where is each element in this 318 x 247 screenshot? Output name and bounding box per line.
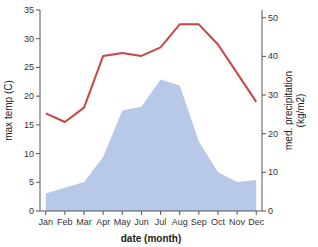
y2-tick-label: 30 (268, 90, 278, 100)
y-axis-label: max temp (C) (3, 80, 14, 141)
x-tick-label: Jun (134, 217, 149, 227)
y-tick (36, 124, 40, 125)
y2-tick (262, 133, 266, 134)
y-tick (36, 182, 40, 183)
plot-area (46, 24, 257, 211)
y2-tick-label: 50 (268, 13, 278, 23)
y2-tick (262, 211, 266, 212)
x-axis-line (40, 211, 262, 212)
x-tick (217, 211, 218, 215)
x-tick (141, 211, 142, 215)
x-tick-label: Feb (57, 217, 73, 227)
y-tick-label: 5 (29, 177, 34, 187)
y2-axis-label-line: (kg/m2) (295, 94, 306, 128)
y-tick (36, 67, 40, 68)
y-tick-label: 30 (24, 34, 34, 44)
y-tick-label: 0 (29, 206, 34, 216)
y-tick-label: 35 (24, 5, 34, 15)
x-axis-label: date (month) (121, 233, 182, 244)
chart: 0 5 10 15 20 25 30 35 0 10 20 30 40 50 Jan FebMar Apr May… (0, 0, 318, 247)
y-tick-label: 10 (24, 149, 34, 159)
x-tick (84, 211, 85, 215)
precipitation-area (46, 80, 257, 211)
x-tick-label: May (114, 217, 132, 227)
x-tick (198, 211, 199, 215)
y2-tick (262, 95, 266, 96)
y2-tick-label: 0 (268, 206, 273, 216)
y2-tick (262, 172, 266, 173)
x-tick (179, 211, 180, 215)
x-tick-label: Nov (229, 217, 246, 227)
y2-tick-label: 40 (268, 51, 278, 61)
y2-tick (262, 17, 266, 18)
x-tick-label: Oct (211, 217, 226, 227)
y2-axis-line (262, 10, 263, 211)
x-tick-label: Apr (96, 217, 110, 227)
y-axis-line (40, 10, 41, 211)
x-tick (256, 211, 257, 215)
y-tick-label: 15 (24, 120, 34, 130)
y-tick (36, 10, 40, 11)
x-tick-label: Aug (172, 217, 188, 227)
y-tick-label: 25 (24, 62, 34, 72)
y2-tick (262, 56, 266, 57)
y2-tick-label: 20 (268, 129, 278, 139)
y2-tick-label: 10 (268, 167, 278, 177)
x-tick (103, 211, 104, 215)
y2-axis-label: med. precipitation(kg/m2) (283, 71, 306, 150)
x-tick (122, 211, 123, 215)
x-tick (160, 211, 161, 215)
x-tick-label: Jul (155, 217, 167, 227)
y-tick-label: 20 (24, 91, 34, 101)
x-tick-label: Dec (248, 217, 265, 227)
x-tick-label: Sep (191, 217, 207, 227)
temperature-line (46, 24, 257, 122)
y-tick (36, 153, 40, 154)
x-tick-label: Jan (38, 217, 53, 227)
x-tick-label: Mar (76, 217, 92, 227)
x-tick (237, 211, 238, 215)
y2-axis-label-line: med. precipitation (283, 71, 294, 150)
x-tick (45, 211, 46, 215)
y-tick (36, 211, 40, 212)
x-tick (64, 211, 65, 215)
y-tick (36, 38, 40, 39)
y-tick (36, 96, 40, 97)
